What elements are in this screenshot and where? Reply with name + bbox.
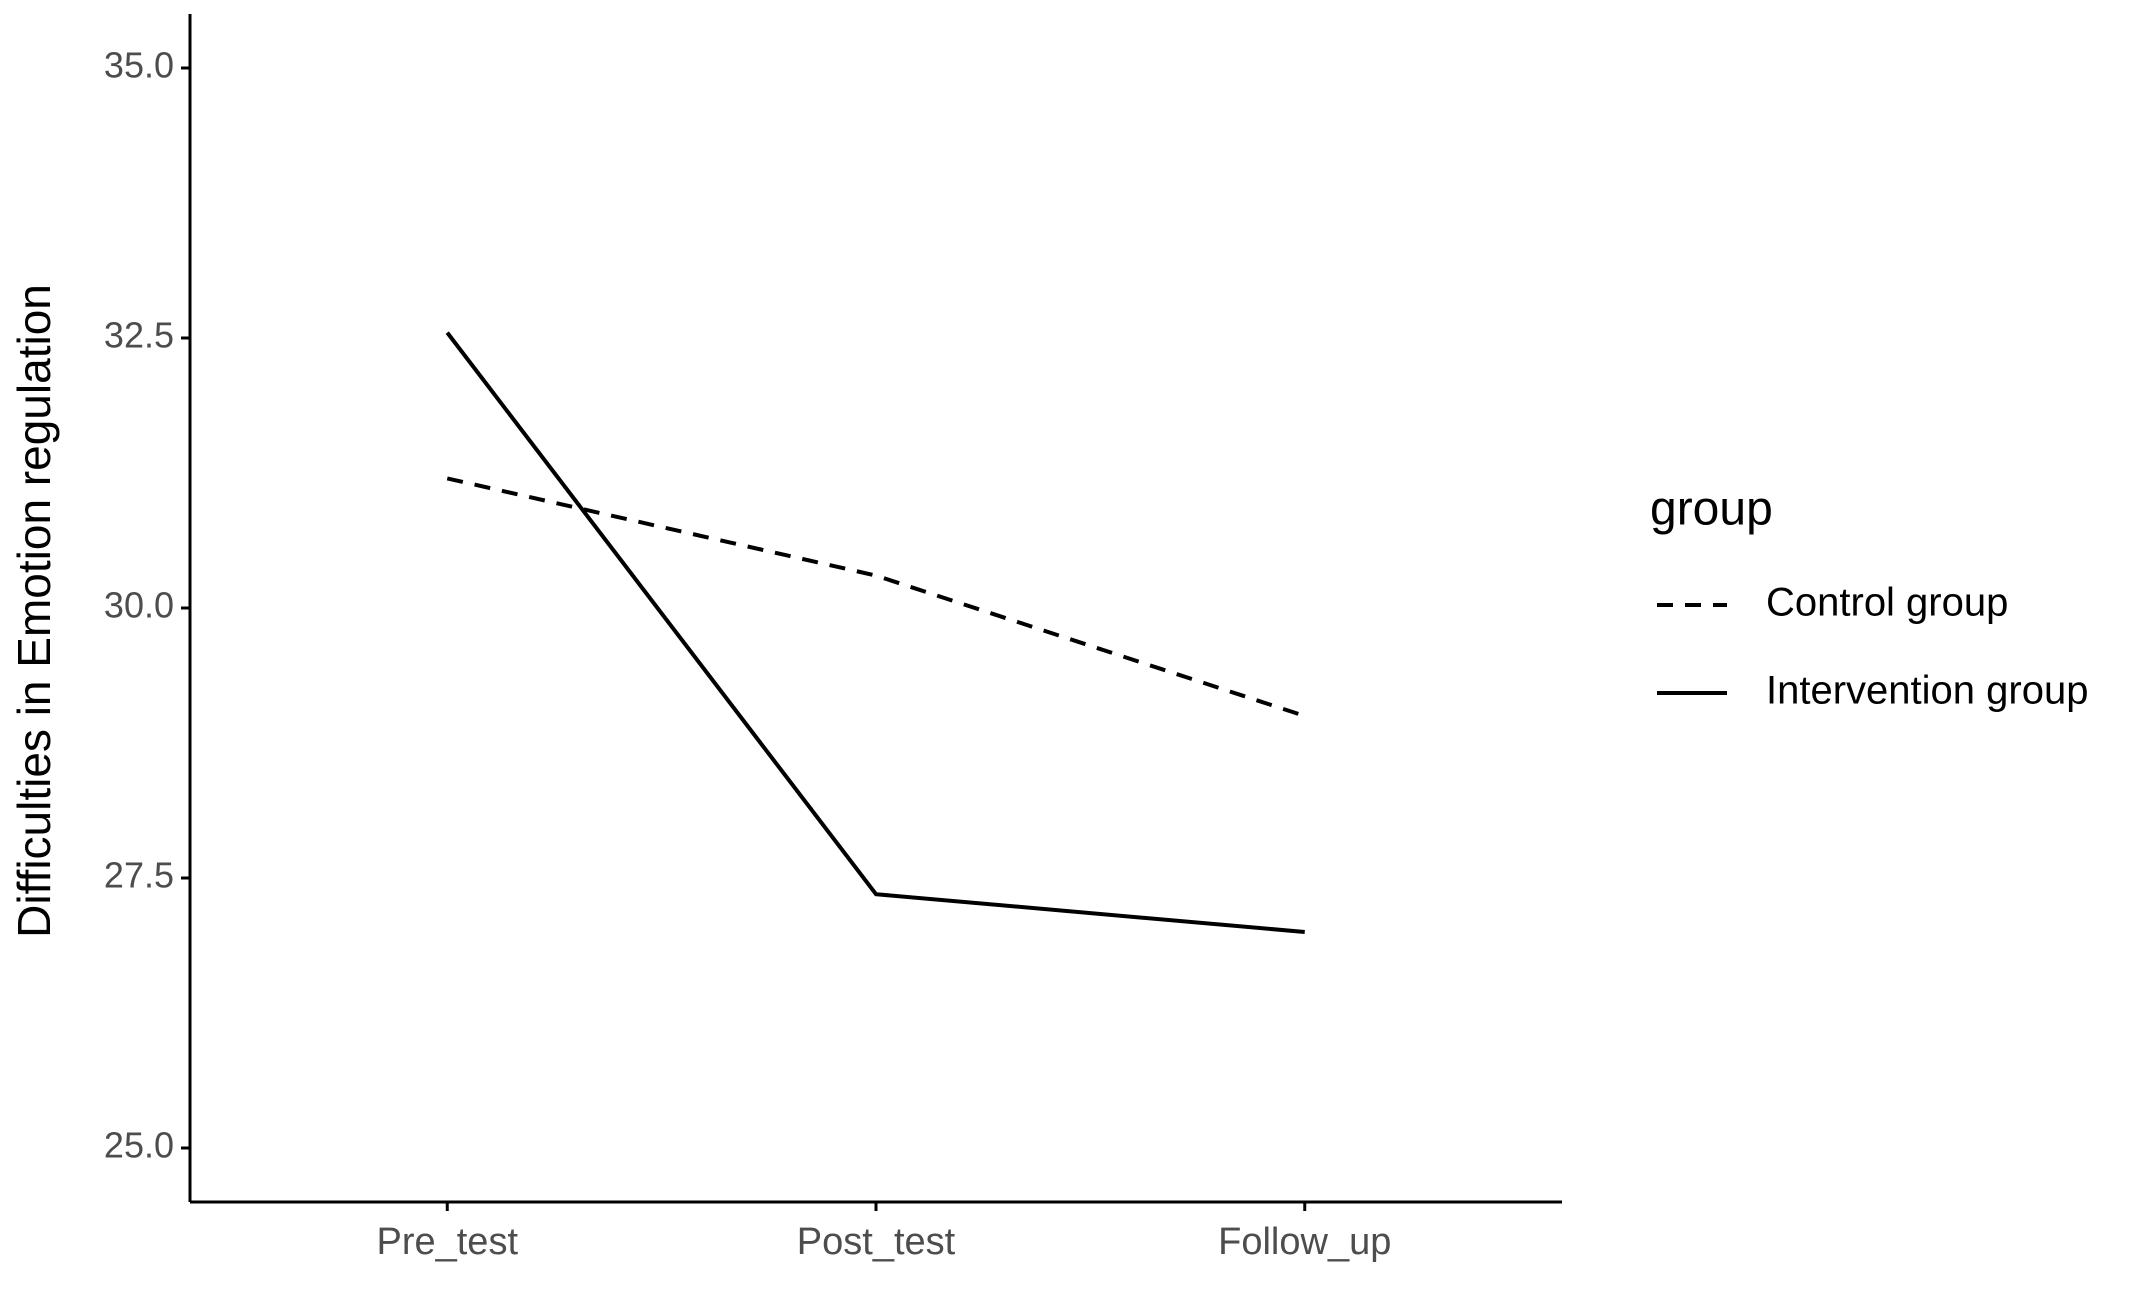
y-tick-label: 30.0 — [104, 585, 174, 626]
y-axis-title: Difficulties in Emotion regulation — [8, 284, 60, 938]
x-tick-label: Pre_test — [376, 1221, 518, 1263]
x-tick-label: Follow_up — [1218, 1221, 1391, 1263]
y-tick-label: 32.5 — [104, 315, 174, 356]
y-tick-label: 27.5 — [104, 855, 174, 896]
legend-title: group — [1650, 483, 1773, 536]
series-line — [445, 331, 1305, 934]
x-tick-label: Post_test — [797, 1221, 956, 1263]
legend-label: Intervention group — [1766, 669, 2088, 713]
legend-label: Control group — [1766, 581, 2008, 625]
y-tick-label: 35.0 — [104, 45, 174, 86]
series-line — [446, 476, 1306, 718]
y-tick-label: 25.0 — [104, 1125, 174, 1166]
